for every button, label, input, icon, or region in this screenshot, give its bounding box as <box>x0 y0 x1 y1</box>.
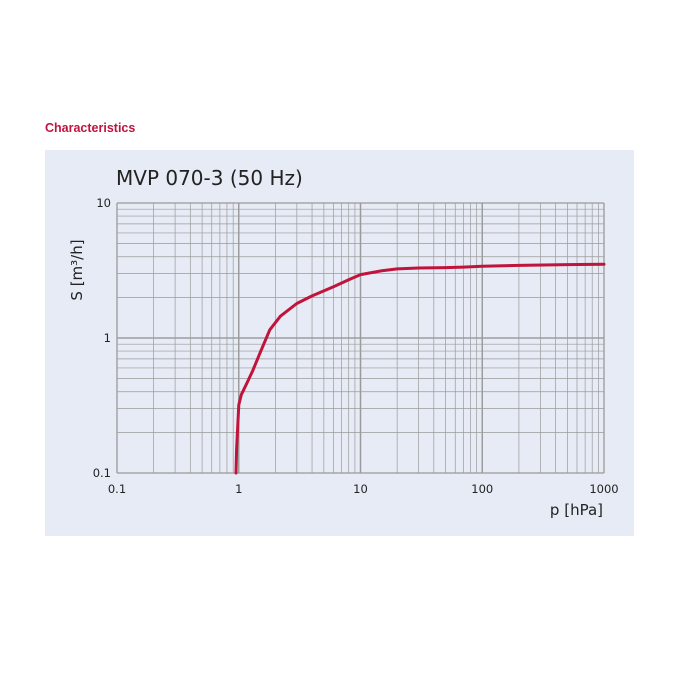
pumping-speed-curve <box>234 262 606 475</box>
y-tick-label: 10 <box>96 196 111 210</box>
chart-panel: 0.1 1 10 100 1000 0.1 1 10 MVP 070-3 (50 Hz) S … <box>45 150 634 536</box>
x-tick-label: 0.1 <box>108 482 126 496</box>
section-title: Characteristics <box>45 121 136 135</box>
x-tick-label: 100 <box>471 482 493 496</box>
chart-title: MVP 070-3 (50 Hz) <box>116 166 303 190</box>
y-tick-label: 0.1 <box>93 466 111 480</box>
y-tick-label: 1 <box>104 331 111 345</box>
chart-series-layer <box>234 262 606 475</box>
x-axis-label: p [hPa] <box>550 501 603 519</box>
pump-speed-chart: 0.1 1 10 100 1000 0.1 1 10 MVP 070-3 (50 Hz) S … <box>45 150 634 536</box>
x-tick-label: 1 <box>235 482 242 496</box>
x-tick-label: 1000 <box>589 482 618 496</box>
chart-tick-labels: 0.1 1 10 100 1000 0.1 1 10 <box>93 196 619 496</box>
chart-grid <box>116 202 605 474</box>
chart-background <box>45 150 634 536</box>
y-axis-label: S [m³/h] <box>68 239 86 300</box>
x-tick-label: 10 <box>353 482 368 496</box>
